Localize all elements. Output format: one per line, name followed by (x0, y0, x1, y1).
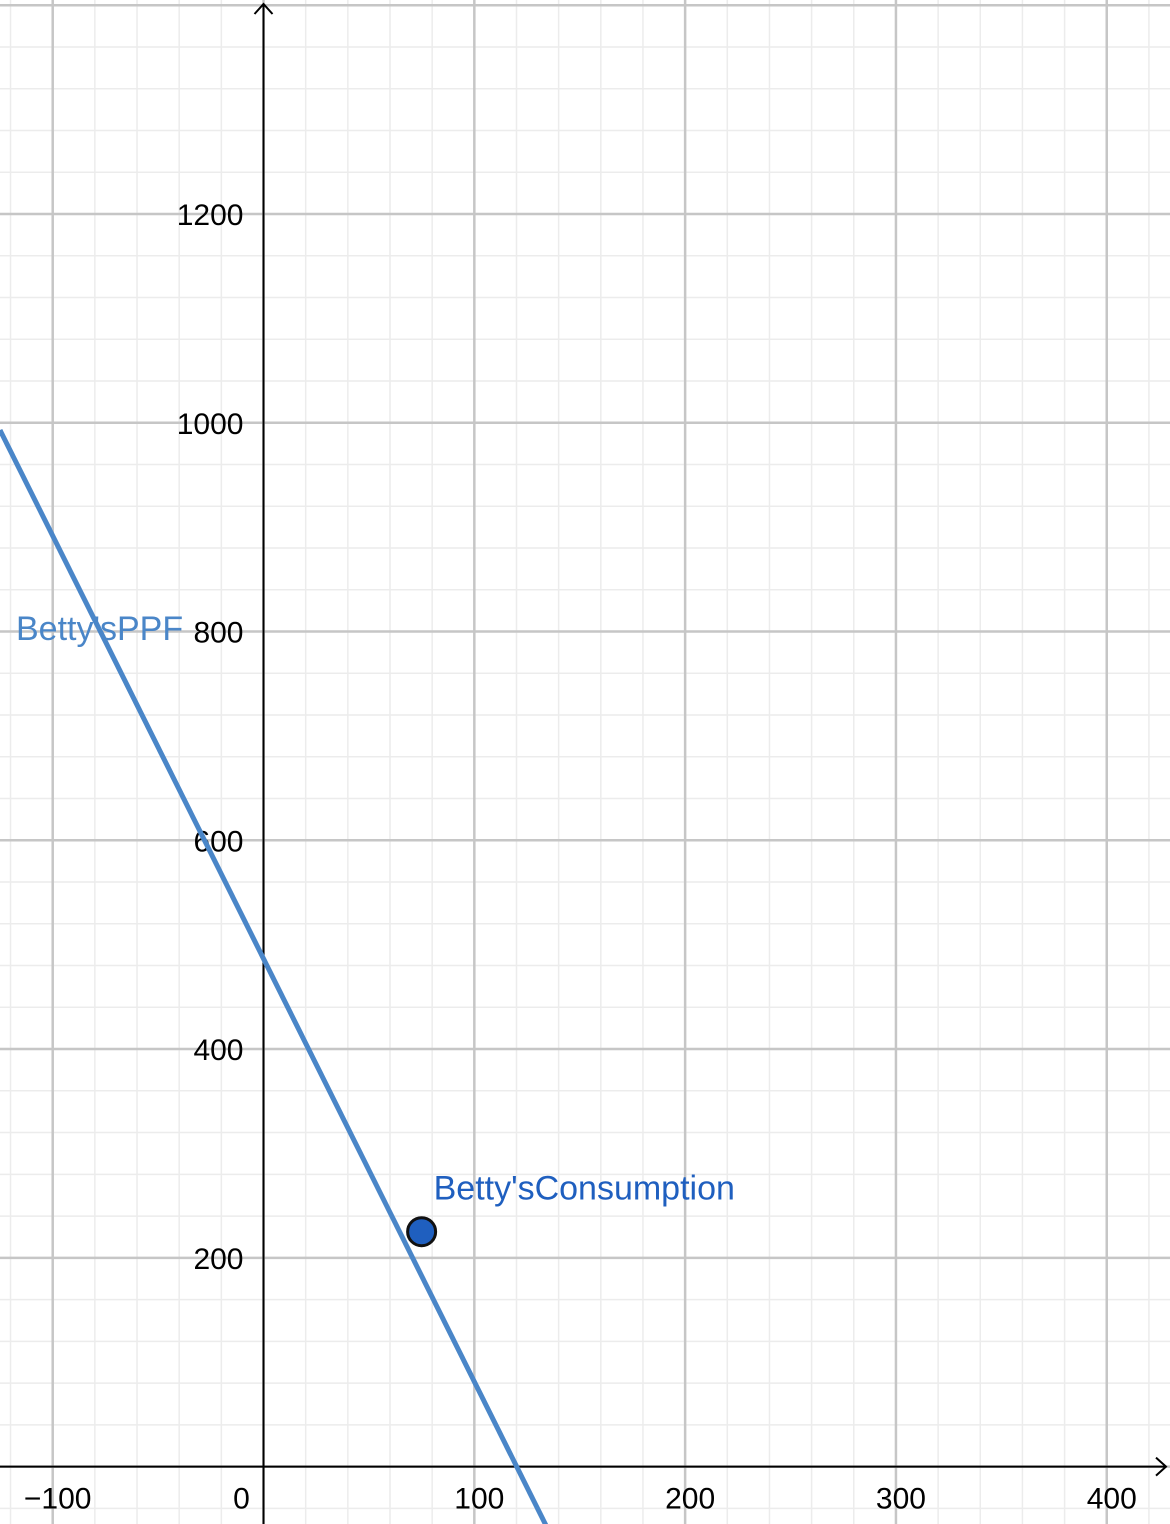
consumption-label: Betty'sConsumption (434, 1170, 735, 1208)
ppf-label: Betty'sPPF (16, 610, 183, 648)
series-layer: Betty'sPPF (0, 428, 571, 1524)
x-tick-label: 100 (454, 1483, 504, 1516)
x-tick-label: 400 (1087, 1483, 1137, 1516)
x-tick-label: 300 (876, 1483, 926, 1516)
y-tick-label: 800 (193, 617, 243, 650)
y-tick-label: 400 (193, 1034, 243, 1067)
x-axis-arrow-icon (1155, 1456, 1168, 1477)
y-axis-arrow-icon (253, 2, 274, 15)
x-tick-label: 0 (233, 1483, 250, 1516)
y-tick-label: 1200 (177, 199, 244, 232)
consumption-point[interactable] (406, 1216, 438, 1248)
x-tick-labels: −100 0 100 200 300 400 (24, 1483, 1137, 1516)
x-tick-label: −100 (24, 1483, 92, 1516)
x-tick-label: 200 (665, 1483, 715, 1516)
y-tick-label: 200 (193, 1243, 243, 1276)
points-layer: Betty'sConsumption (406, 1170, 735, 1248)
ppf-line[interactable] (0, 428, 571, 1524)
y-tick-label: 1000 (177, 408, 244, 441)
